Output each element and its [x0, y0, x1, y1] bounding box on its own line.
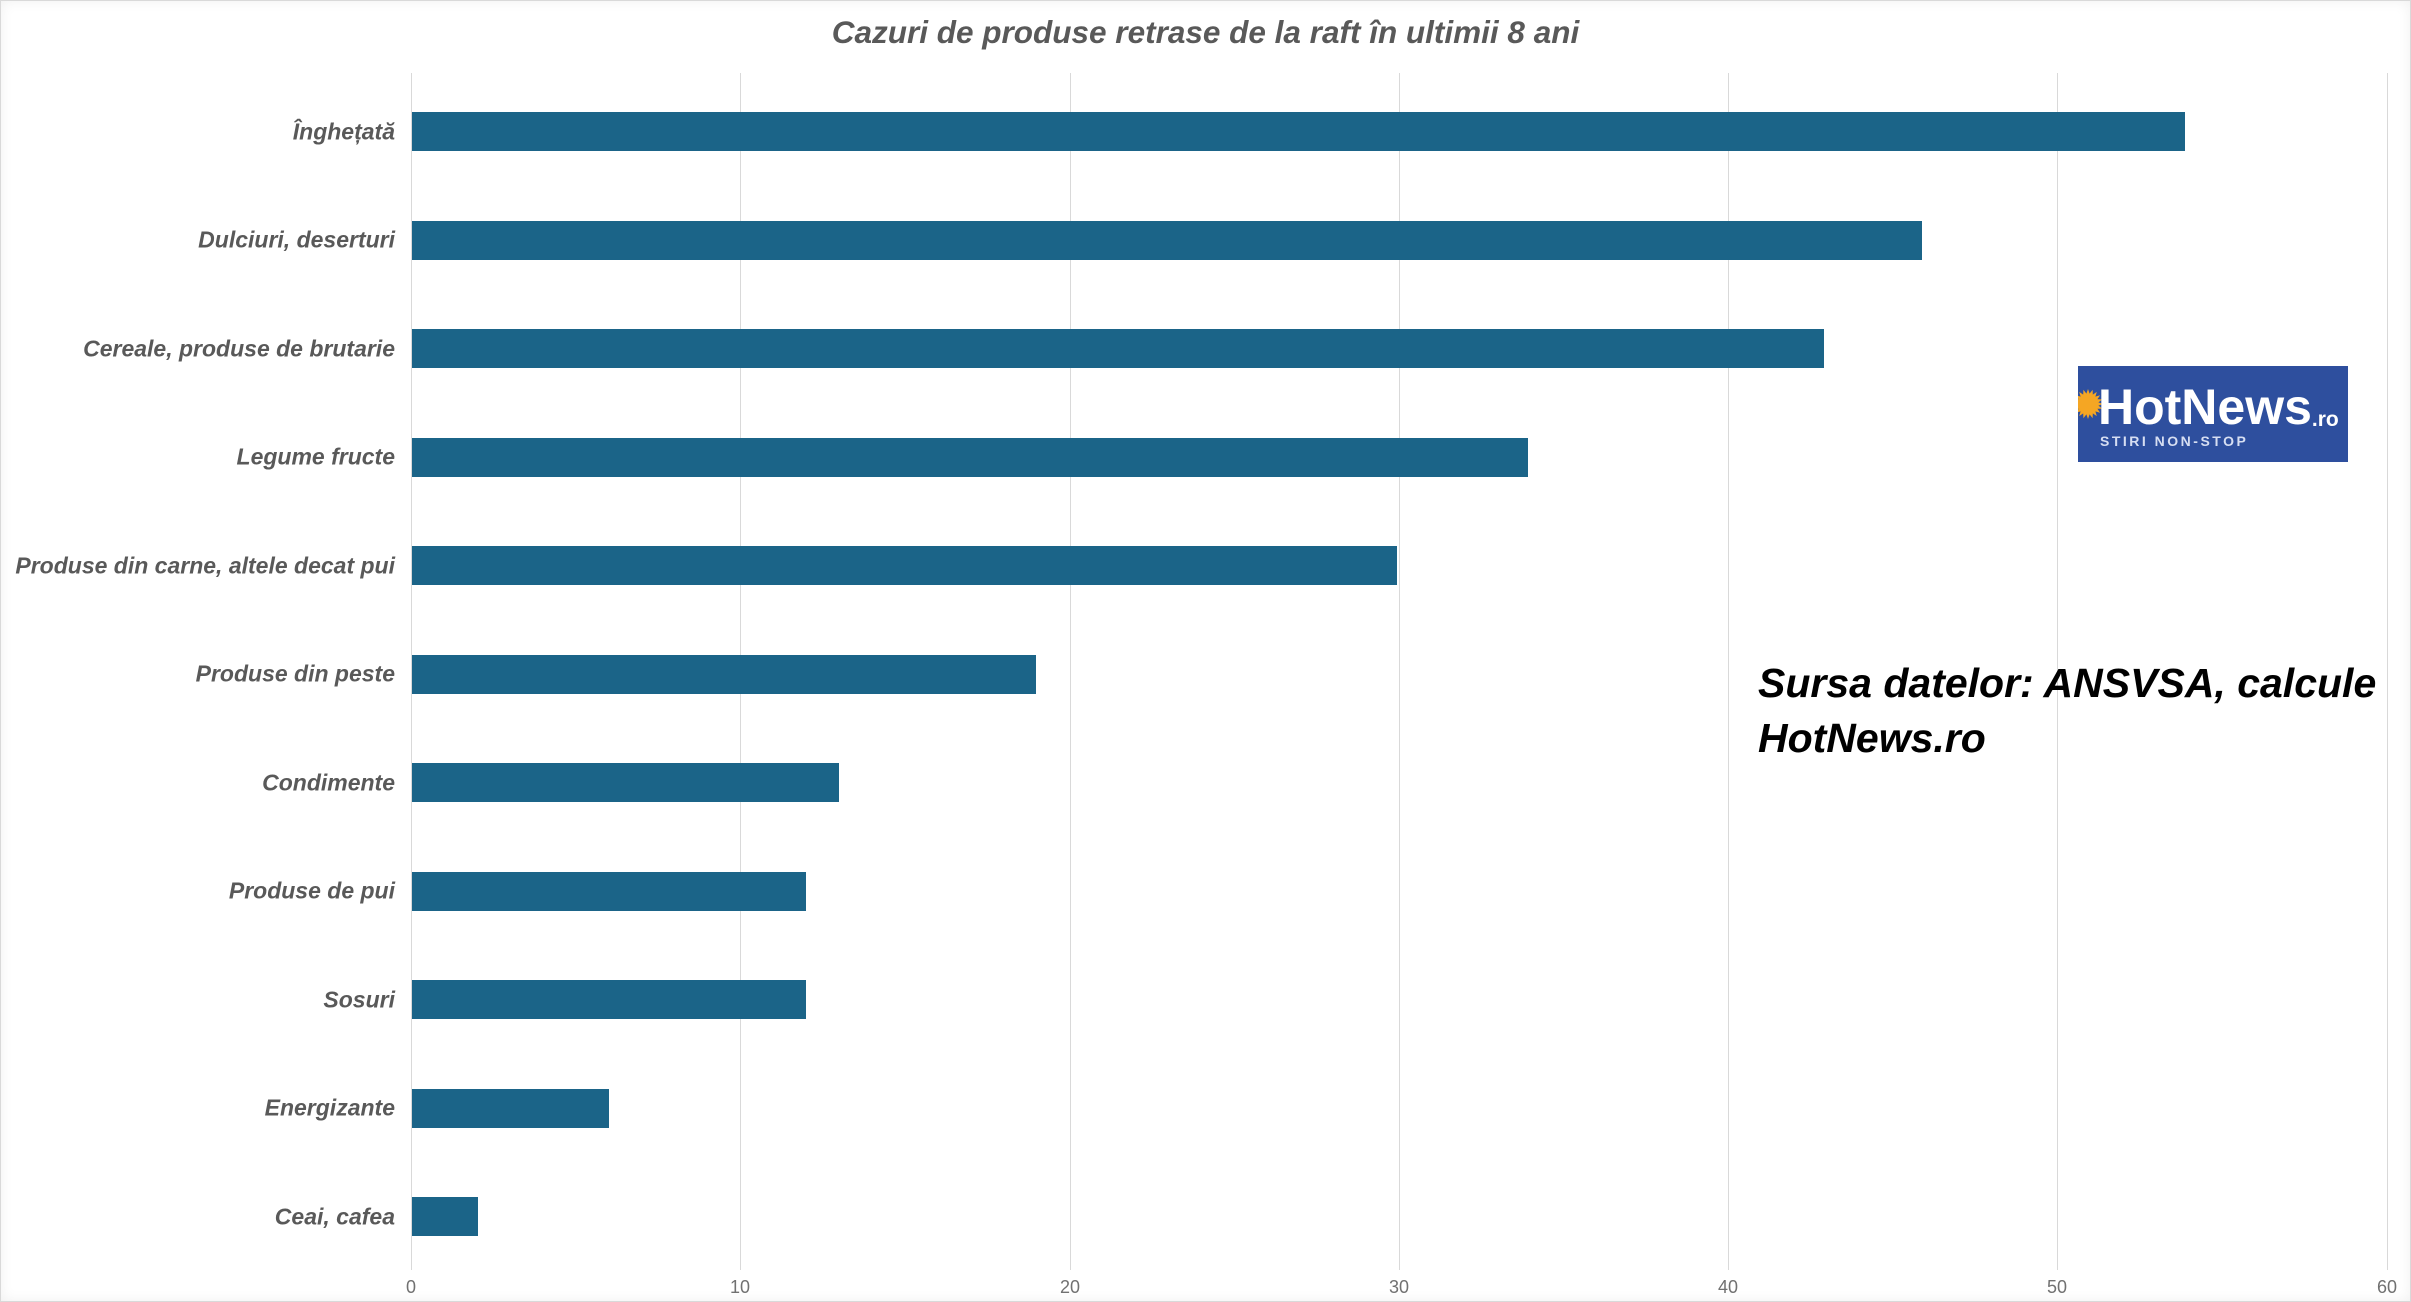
- svg-text:STIRI NON-STOP: STIRI NON-STOP: [2100, 433, 2248, 449]
- svg-text:HotNews.ro: HotNews.ro: [2098, 379, 2339, 435]
